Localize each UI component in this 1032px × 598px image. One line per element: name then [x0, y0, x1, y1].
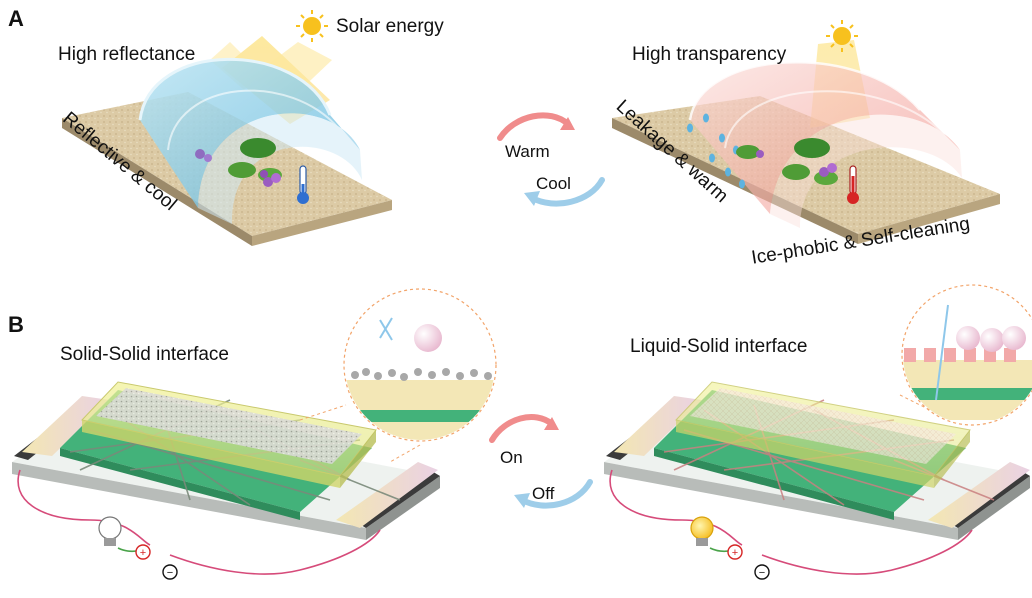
svg-text:+: +	[140, 547, 146, 559]
panel-b-left-device	[12, 381, 440, 575]
panel-a-left-greenhouse	[62, 36, 392, 246]
thermometer-cool-icon	[297, 165, 309, 204]
solid-solid-interface-label: Solid-Solid interface	[60, 344, 229, 365]
negative-terminal-icon: −	[754, 564, 770, 580]
cool-label: Cool	[536, 174, 571, 193]
cool-dome	[140, 59, 360, 208]
sun-icon	[826, 20, 858, 52]
svg-text:+: +	[732, 547, 738, 559]
liquid-solid-interface-label: Liquid-Solid interface	[630, 336, 808, 357]
off-label: Off	[532, 484, 555, 503]
plant-icon	[736, 138, 838, 185]
zoom-callout-liquid	[899, 284, 1032, 426]
negative-terminal-icon: −	[162, 564, 178, 580]
positive-terminal-icon: +	[135, 544, 151, 560]
solar-energy-label: Solar energy	[336, 16, 444, 37]
warm-arrow	[497, 112, 571, 141]
high-reflectance-label: High reflectance	[58, 44, 196, 65]
panel-a-right-greenhouse	[612, 40, 1000, 244]
panel-a-letter: A	[8, 6, 24, 31]
plant-icon	[195, 138, 282, 187]
svg-text:−: −	[759, 567, 765, 579]
warm-label: Warm	[505, 142, 550, 161]
water-droplets	[687, 113, 745, 189]
on-arrow	[489, 414, 555, 443]
cool-arrow	[529, 177, 605, 207]
svg-text:−: −	[167, 567, 173, 579]
panel-b-right-device	[604, 381, 1030, 575]
zoom-callout-solid	[299, 288, 497, 463]
lightbulb-on-icon	[690, 516, 714, 546]
warm-dome	[690, 62, 960, 214]
high-transparency-label: High transparency	[632, 44, 787, 65]
thermometer-warm-icon	[847, 165, 859, 204]
positive-terminal-icon: +	[727, 544, 743, 560]
off-arrow	[519, 479, 593, 509]
panel-b-letter: B	[8, 312, 24, 337]
sun-icon	[296, 10, 328, 42]
on-label: On	[500, 448, 523, 467]
lightbulb-off-icon	[98, 516, 122, 546]
